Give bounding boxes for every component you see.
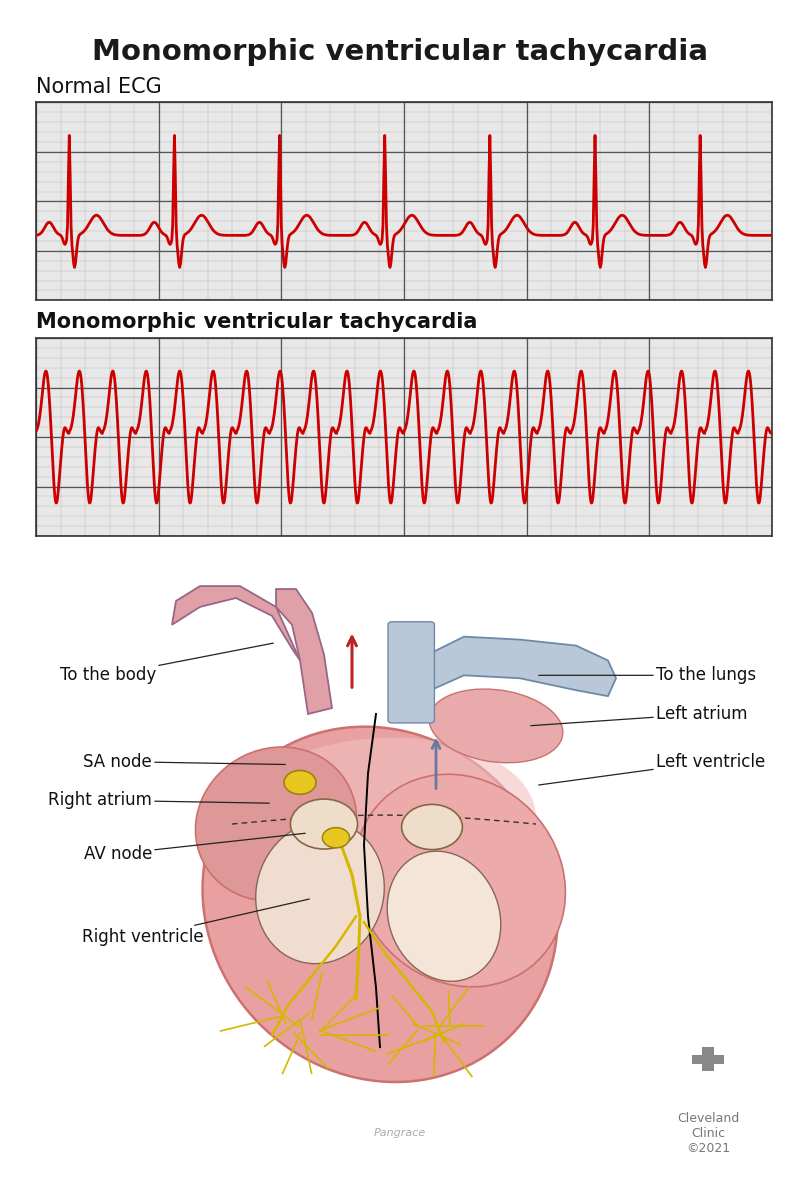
Ellipse shape: [202, 727, 558, 1083]
Ellipse shape: [354, 774, 566, 987]
Text: AV node: AV node: [84, 833, 306, 862]
Text: SA node: SA node: [83, 753, 286, 770]
Ellipse shape: [232, 737, 536, 905]
Circle shape: [290, 799, 358, 849]
Polygon shape: [172, 587, 300, 661]
Text: Right atrium: Right atrium: [48, 792, 270, 809]
Ellipse shape: [429, 689, 563, 763]
Text: To the body: To the body: [60, 643, 274, 684]
Text: Monomorphic ventricular tachycardia: Monomorphic ventricular tachycardia: [36, 312, 478, 332]
Ellipse shape: [387, 852, 501, 981]
Text: Left ventricle: Left ventricle: [538, 753, 766, 785]
Bar: [702, 1047, 714, 1071]
Text: To the lungs: To the lungs: [538, 667, 756, 684]
Ellipse shape: [195, 747, 357, 901]
Circle shape: [322, 828, 350, 848]
Polygon shape: [392, 636, 616, 720]
Text: Normal ECG: Normal ECG: [36, 77, 162, 97]
FancyBboxPatch shape: [388, 622, 434, 723]
Circle shape: [402, 805, 462, 849]
Text: Pangrace: Pangrace: [374, 1129, 426, 1138]
Circle shape: [284, 770, 316, 794]
Bar: [692, 1054, 724, 1064]
Text: Right ventricle: Right ventricle: [82, 899, 310, 946]
Ellipse shape: [256, 821, 384, 964]
Text: Cleveland
Clinic
©2021: Cleveland Clinic ©2021: [677, 1112, 739, 1154]
Text: Monomorphic ventricular tachycardia: Monomorphic ventricular tachycardia: [92, 38, 708, 66]
Polygon shape: [276, 589, 332, 714]
Text: Left atrium: Left atrium: [530, 704, 747, 726]
